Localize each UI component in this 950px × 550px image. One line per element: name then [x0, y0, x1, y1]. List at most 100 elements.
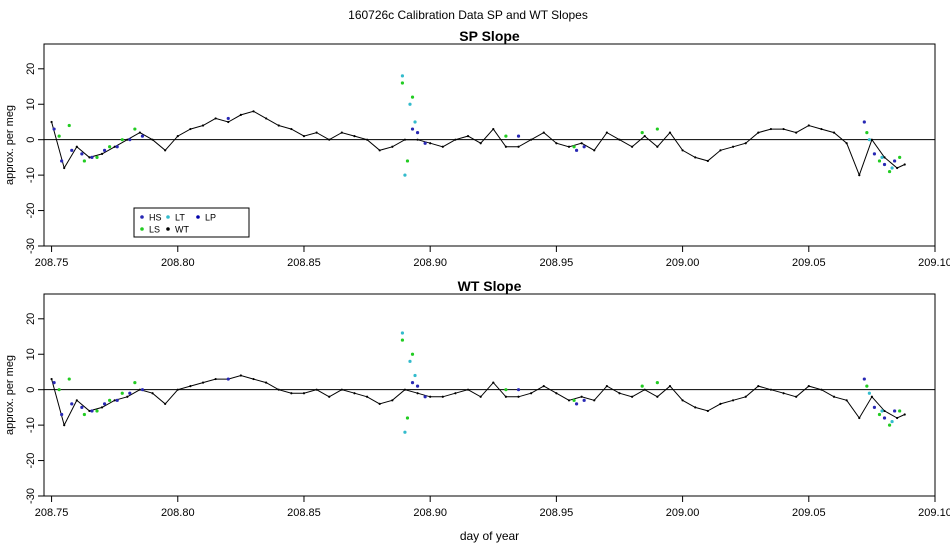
data-point-wt: [555, 142, 558, 145]
data-point-wt: [580, 142, 583, 145]
data-point-wt: [391, 145, 394, 148]
data-point-ls: [410, 95, 415, 99]
data-point-wt: [858, 174, 861, 177]
data-point-wt: [126, 395, 129, 398]
data-point-ls: [572, 145, 576, 149]
data-point-wt: [870, 138, 873, 141]
data-point-hs: [582, 398, 586, 402]
data-point-wt: [315, 131, 318, 134]
data-point-hs: [52, 127, 56, 131]
data-point-hs: [893, 409, 897, 413]
x-tick-label: 208.75: [35, 257, 69, 269]
data-point-wt: [832, 395, 836, 398]
data-point-lt: [403, 430, 407, 434]
data-point-wt: [214, 117, 217, 120]
data-point-wt: [479, 395, 482, 398]
data-point-hs: [52, 380, 56, 385]
data-point-wt: [75, 399, 78, 402]
data-point-wt: [75, 145, 78, 148]
data-point-wt: [201, 381, 205, 384]
series-line-wt: [51, 374, 905, 427]
data-point-wt: [782, 127, 785, 131]
panel-title: SP Slope: [459, 28, 520, 44]
data-point-wt: [530, 138, 533, 141]
data-point-hs: [226, 116, 230, 121]
data-point-wt: [858, 416, 861, 420]
y-tick-label: -20: [25, 453, 37, 469]
data-point-wt: [656, 145, 659, 148]
data-point-hs: [102, 148, 107, 152]
data-point-wt: [365, 395, 369, 398]
y-tick-label: -10: [25, 417, 37, 433]
data-point-ls: [405, 159, 410, 163]
data-point-wt: [176, 388, 179, 391]
data-point-wt: [903, 413, 906, 416]
data-point-wt: [227, 120, 230, 124]
data-point-wt: [315, 388, 318, 391]
legend-swatch-ls: [140, 227, 144, 231]
data-point-wt: [744, 395, 747, 398]
data-point-ls: [120, 391, 124, 395]
x-axis-label: day of year: [460, 529, 519, 543]
y-tick-label: 0: [25, 137, 37, 143]
y-tick-label: -30: [25, 488, 37, 504]
data-point-ls: [655, 127, 659, 131]
data-point-hs: [862, 120, 866, 124]
data-point-wt: [126, 138, 129, 141]
data-point-ls: [865, 384, 869, 388]
data-point-wt: [63, 424, 66, 427]
data-point-wt: [593, 149, 596, 152]
data-point-lt: [408, 102, 412, 106]
data-point-ls: [82, 412, 86, 417]
data-point-hs: [415, 384, 420, 388]
data-point-wt: [883, 409, 886, 413]
data-point-lt: [413, 120, 417, 124]
data-point-hs: [574, 148, 579, 152]
y-tick-label: 10: [25, 348, 37, 360]
data-point-wt: [795, 131, 798, 134]
data-point-ls: [108, 398, 112, 402]
data-point-lt: [890, 419, 894, 424]
data-point-ls: [120, 138, 124, 142]
data-point-wt: [151, 138, 154, 141]
legend-label-ls: LS: [149, 225, 160, 235]
data-point-wt: [706, 409, 709, 413]
data-point-wt: [542, 131, 545, 134]
data-point-ls: [405, 416, 410, 420]
data-point-hs: [410, 380, 415, 385]
data-point-ls: [640, 384, 644, 388]
data-point-ls: [400, 81, 405, 85]
data-point-wt: [643, 388, 646, 391]
data-point-ls: [877, 412, 882, 417]
data-point-wt: [113, 145, 116, 148]
data-point-hs: [140, 134, 145, 138]
legend: HS LS LT WT LP: [133, 207, 250, 238]
data-point-wt: [378, 149, 381, 152]
y-tick-label: -10: [25, 167, 37, 183]
data-point-wt: [403, 388, 407, 391]
data-point-wt: [530, 392, 533, 395]
data-point-wt: [643, 135, 646, 138]
data-point-wt: [100, 406, 104, 409]
x-tick-label: 208.80: [161, 257, 195, 269]
data-point-ls: [95, 155, 99, 160]
data-point-wt: [176, 135, 179, 138]
data-point-hs: [90, 155, 94, 160]
data-point-wt: [731, 399, 735, 402]
data-point-wt: [694, 406, 697, 409]
data-point-wt: [542, 385, 545, 388]
data-point-wt: [845, 142, 848, 145]
sp-slope-panel: SP Slope 208.75 208.80 208.85 208.90 208.95 20…: [4, 28, 950, 269]
data-point-wt: [277, 388, 280, 391]
data-point-wt: [416, 392, 419, 395]
x-tick-label: 208.95: [540, 257, 574, 269]
y-axis-label: approx. per meg: [4, 105, 16, 185]
data-point-hs: [115, 398, 119, 402]
x-tick-label: 208.85: [287, 507, 321, 519]
plot-area: [44, 74, 935, 177]
data-point-hs: [882, 162, 887, 167]
x-tick-label: 208.85: [287, 257, 321, 269]
panel-title: WT Slope: [458, 278, 522, 294]
data-point-wt: [265, 381, 268, 384]
